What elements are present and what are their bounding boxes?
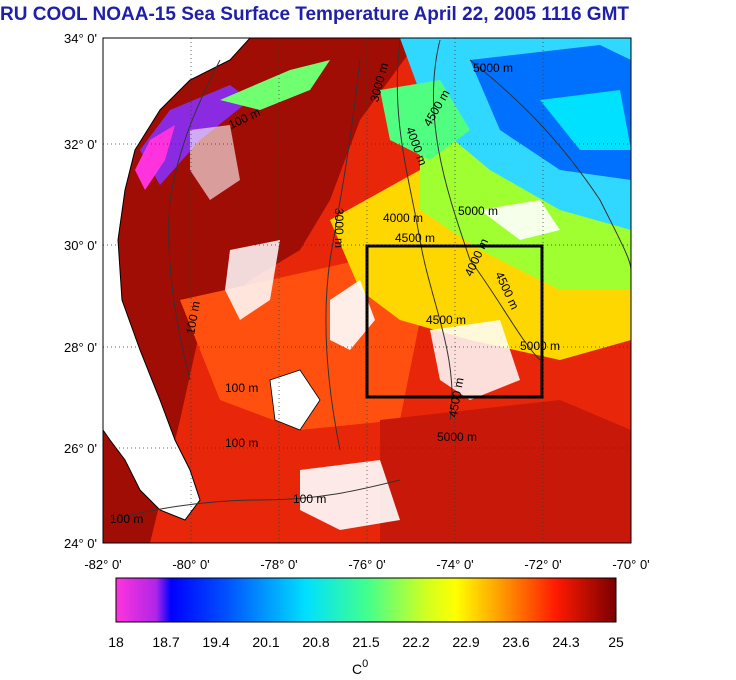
lat-tick-label: 34° 0' xyxy=(64,31,97,46)
land-mass xyxy=(103,38,251,521)
contour-label: 100 m xyxy=(110,512,143,526)
lon-tick-label: -82° 0' xyxy=(84,557,121,572)
colorbar-scale xyxy=(115,577,617,623)
lat-tick-label: 32° 0' xyxy=(64,137,97,152)
colorbar-tick-label: 19.4 xyxy=(202,634,229,650)
contour-label: 100 m xyxy=(293,492,326,506)
colorbar: 18 18.7 19.4 20.1 20.8 21.5 22.2 22.9 23.6 24.3 25… xyxy=(108,577,624,677)
contour-label: 5000 m xyxy=(437,430,477,444)
lon-tick-label: -78° 0' xyxy=(260,557,297,572)
contour-label: 100 m xyxy=(225,381,258,395)
colorbar-tick-label: 20.1 xyxy=(252,634,279,650)
map-frame xyxy=(102,37,632,544)
box-depth-label: 4500 m xyxy=(426,313,466,327)
dark-red-region xyxy=(103,38,420,543)
colorbar-tick-label: 25 xyxy=(608,634,624,650)
lat-axis: 34° 0' 32° 0' 30° 0' 28° 0' 26° 0' 24° 0… xyxy=(64,31,97,551)
yellow-region xyxy=(330,170,631,360)
bathymetry-contour xyxy=(432,39,541,361)
lon-tick-label: -74° 0' xyxy=(436,557,473,572)
colorbar-tick-label: 24.3 xyxy=(552,634,579,650)
colorbar-tick-label: 21.5 xyxy=(352,634,379,650)
graticule xyxy=(103,38,631,543)
colorbar-tick-label: 18.7 xyxy=(152,634,179,650)
study-area-box xyxy=(365,244,544,399)
colorbar-tick-label: 22.9 xyxy=(452,634,479,650)
colorbar-unit: C0 xyxy=(352,658,368,677)
colorbar-tick-label: 22.2 xyxy=(402,634,429,650)
lon-axis: -82° 0' -80° 0' -78° 0' -76° 0' -74° 0' … xyxy=(84,557,649,572)
contour-label: 5000 m xyxy=(458,204,498,218)
contour-label: 4000 m xyxy=(383,211,423,225)
lat-tick-label: 30° 0' xyxy=(64,238,97,253)
lon-tick-label: -76° 0' xyxy=(348,557,385,572)
contour-label: 4500 m xyxy=(395,231,435,245)
contour-label: 3000 m xyxy=(332,208,346,248)
colorbar-tick-label: 18 xyxy=(108,634,124,650)
colorbar-tick-label: 20.8 xyxy=(302,634,329,650)
colorbar-tick-label: 23.6 xyxy=(502,634,529,650)
lat-tick-label: 28° 0' xyxy=(64,340,97,355)
contour-label: 5000 m xyxy=(473,61,513,75)
lon-tick-label: -70° 0' xyxy=(612,557,649,572)
map-title: RU COOL NOAA-15 Sea Surface Temperature … xyxy=(0,4,630,25)
lat-tick-label: 26° 0' xyxy=(64,441,97,456)
lon-tick-label: -80° 0' xyxy=(172,557,209,572)
cloud-patch xyxy=(225,240,280,320)
contour-label: 100 m xyxy=(225,436,258,450)
lon-tick-label: -72° 0' xyxy=(524,557,561,572)
contour-label: 5000 m xyxy=(520,339,560,353)
contour-label: 100 m xyxy=(183,300,203,335)
lat-tick-label: 24° 0' xyxy=(64,536,97,551)
